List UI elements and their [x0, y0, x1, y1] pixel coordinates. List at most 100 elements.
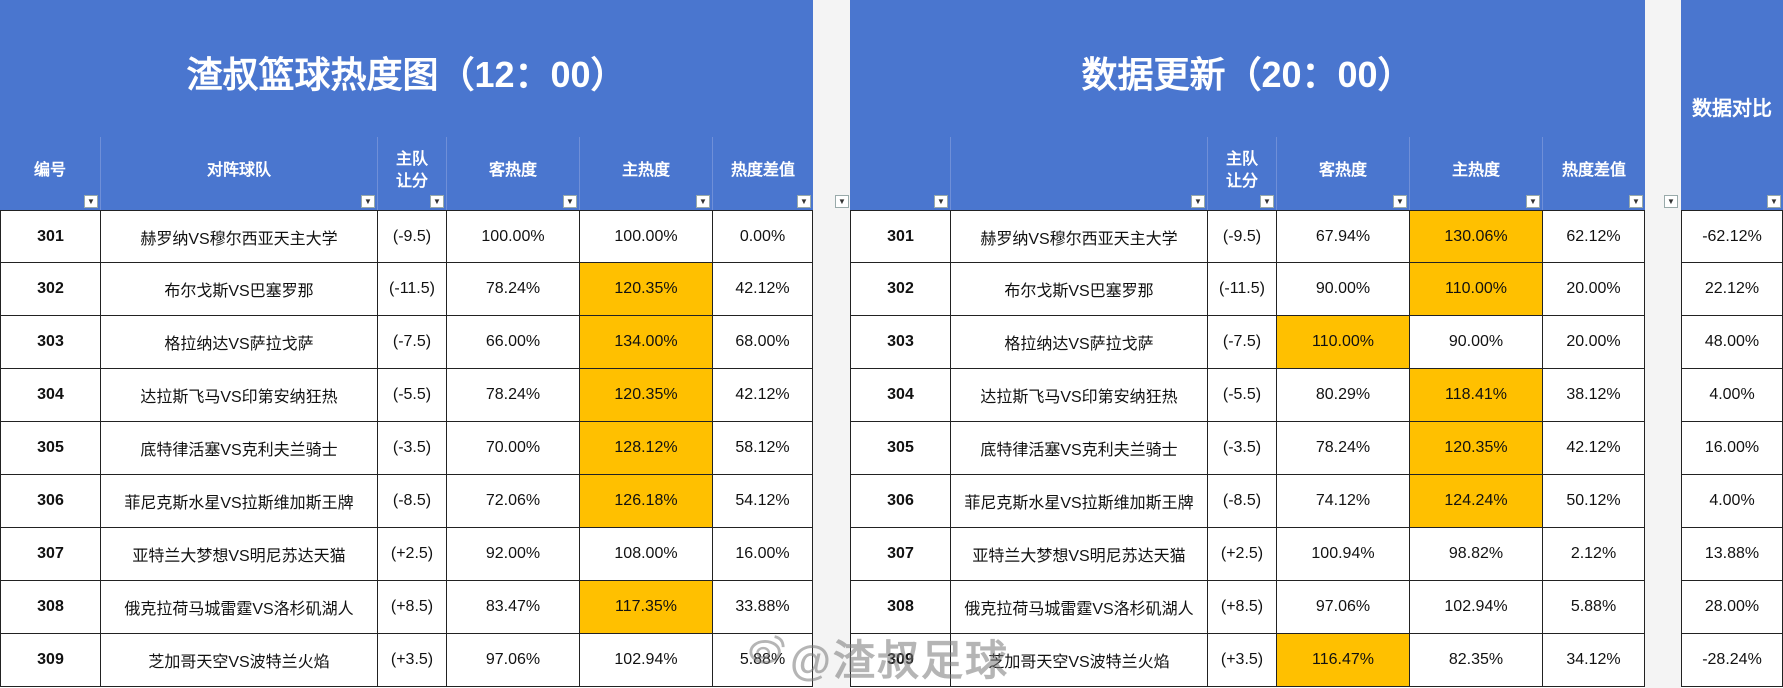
- row-compare-value[interactable]: 48.00%: [1681, 316, 1783, 368]
- row-home-heat[interactable]: 130.06%: [1410, 211, 1543, 262]
- row-match[interactable]: 芝加哥天空VS波特兰火焰: [101, 634, 378, 686]
- row-match[interactable]: 布尔戈斯VS巴塞罗那: [101, 263, 378, 315]
- row-away-heat[interactable]: 97.06%: [1277, 581, 1410, 633]
- row-away-heat[interactable]: 83.47%: [447, 581, 580, 633]
- row-home-heat[interactable]: 134.00%: [580, 316, 713, 368]
- row-away-heat[interactable]: 100.00%: [447, 211, 580, 262]
- row-away-heat[interactable]: 74.12%: [1277, 475, 1410, 527]
- filter-dropdown-icon[interactable]: ▼: [430, 195, 444, 208]
- row-heat-diff[interactable]: 33.88%: [713, 581, 813, 633]
- row-handicap[interactable]: (-11.5): [378, 263, 447, 315]
- row-away-heat[interactable]: 100.94%: [1277, 528, 1410, 580]
- row-heat-diff[interactable]: 20.00%: [1543, 263, 1645, 315]
- row-compare-value[interactable]: 16.00%: [1681, 422, 1783, 474]
- row-compare-value[interactable]: -62.12%: [1681, 211, 1783, 262]
- row-home-heat[interactable]: 126.18%: [580, 475, 713, 527]
- row-heat-diff[interactable]: 62.12%: [1543, 211, 1645, 262]
- row-home-heat[interactable]: 128.12%: [580, 422, 713, 474]
- filter-dropdown-icon[interactable]: ▼: [563, 195, 577, 208]
- row-compare-value[interactable]: 22.12%: [1681, 263, 1783, 315]
- filter-dropdown-icon[interactable]: ▼: [1191, 195, 1205, 208]
- row-home-heat[interactable]: 117.35%: [580, 581, 713, 633]
- row-home-heat[interactable]: 120.35%: [580, 263, 713, 315]
- row-id[interactable]: 306: [850, 475, 951, 527]
- row-match[interactable]: 芝加哥天空VS波特兰火焰: [951, 634, 1208, 686]
- row-home-heat[interactable]: 90.00%: [1410, 316, 1543, 368]
- row-away-heat[interactable]: 116.47%: [1277, 634, 1410, 686]
- row-home-heat[interactable]: 98.82%: [1410, 528, 1543, 580]
- row-match[interactable]: 菲尼克斯水星VS拉斯维加斯王牌: [951, 475, 1208, 527]
- row-handicap[interactable]: (+2.5): [1208, 528, 1277, 580]
- row-heat-diff[interactable]: 54.12%: [713, 475, 813, 527]
- row-away-heat[interactable]: 78.24%: [447, 369, 580, 421]
- row-id[interactable]: 303: [850, 316, 951, 368]
- row-heat-diff[interactable]: 2.12%: [1543, 528, 1645, 580]
- row-away-heat[interactable]: 92.00%: [447, 528, 580, 580]
- filter-dropdown-icon[interactable]: ▼: [1664, 195, 1678, 208]
- row-match[interactable]: 亚特兰大梦想VS明尼苏达天猫: [951, 528, 1208, 580]
- row-handicap[interactable]: (-3.5): [378, 422, 447, 474]
- row-compare-value[interactable]: 28.00%: [1681, 581, 1783, 633]
- row-home-heat[interactable]: 100.00%: [580, 211, 713, 262]
- row-handicap[interactable]: (+8.5): [378, 581, 447, 633]
- row-heat-diff[interactable]: 20.00%: [1543, 316, 1645, 368]
- row-id[interactable]: 301: [850, 211, 951, 262]
- row-away-heat[interactable]: 90.00%: [1277, 263, 1410, 315]
- filter-dropdown-icon[interactable]: ▼: [797, 195, 811, 208]
- row-handicap[interactable]: (-3.5): [1208, 422, 1277, 474]
- row-heat-diff[interactable]: 42.12%: [1543, 422, 1645, 474]
- row-heat-diff[interactable]: 16.00%: [713, 528, 813, 580]
- row-heat-diff[interactable]: 42.12%: [713, 369, 813, 421]
- row-id[interactable]: 305: [0, 422, 101, 474]
- row-heat-diff[interactable]: 38.12%: [1543, 369, 1645, 421]
- row-away-heat[interactable]: 78.24%: [1277, 422, 1410, 474]
- row-compare-value[interactable]: 13.88%: [1681, 528, 1783, 580]
- row-heat-diff[interactable]: 42.12%: [713, 263, 813, 315]
- row-home-heat[interactable]: 108.00%: [580, 528, 713, 580]
- filter-dropdown-icon[interactable]: ▼: [1767, 195, 1781, 208]
- row-home-heat[interactable]: 82.35%: [1410, 634, 1543, 686]
- row-id[interactable]: 304: [850, 369, 951, 421]
- row-heat-diff[interactable]: 0.00%: [713, 211, 813, 262]
- row-match[interactable]: 俄克拉荷马城雷霆VS洛杉矶湖人: [101, 581, 378, 633]
- row-match[interactable]: 布尔戈斯VS巴塞罗那: [951, 263, 1208, 315]
- row-match[interactable]: 赫罗纳VS穆尔西亚天主大学: [951, 211, 1208, 262]
- row-away-heat[interactable]: 72.06%: [447, 475, 580, 527]
- row-handicap[interactable]: (-9.5): [1208, 211, 1277, 262]
- row-home-heat[interactable]: 102.94%: [580, 634, 713, 686]
- row-id[interactable]: 307: [850, 528, 951, 580]
- row-home-heat[interactable]: 120.35%: [580, 369, 713, 421]
- row-home-heat[interactable]: 102.94%: [1410, 581, 1543, 633]
- filter-dropdown-icon[interactable]: ▼: [1260, 195, 1274, 208]
- row-home-heat[interactable]: 124.24%: [1410, 475, 1543, 527]
- row-home-heat[interactable]: 110.00%: [1410, 263, 1543, 315]
- filter-dropdown-icon[interactable]: ▼: [84, 195, 98, 208]
- row-id[interactable]: 306: [0, 475, 101, 527]
- row-heat-diff[interactable]: 34.12%: [1543, 634, 1645, 686]
- row-compare-value[interactable]: 4.00%: [1681, 369, 1783, 421]
- row-match[interactable]: 格拉纳达VS萨拉戈萨: [101, 316, 378, 368]
- row-id[interactable]: 304: [0, 369, 101, 421]
- row-compare-value[interactable]: 4.00%: [1681, 475, 1783, 527]
- row-id[interactable]: 301: [0, 211, 101, 262]
- row-id[interactable]: 308: [850, 581, 951, 633]
- filter-dropdown-icon[interactable]: ▼: [696, 195, 710, 208]
- filter-dropdown-icon[interactable]: ▼: [361, 195, 375, 208]
- row-match[interactable]: 赫罗纳VS穆尔西亚天主大学: [101, 211, 378, 262]
- row-away-heat[interactable]: 70.00%: [447, 422, 580, 474]
- row-heat-diff[interactable]: 58.12%: [713, 422, 813, 474]
- filter-dropdown-icon[interactable]: ▼: [934, 195, 948, 208]
- row-away-heat[interactable]: 110.00%: [1277, 316, 1410, 368]
- row-home-heat[interactable]: 120.35%: [1410, 422, 1543, 474]
- row-away-heat[interactable]: 80.29%: [1277, 369, 1410, 421]
- row-away-heat[interactable]: 97.06%: [447, 634, 580, 686]
- row-away-heat[interactable]: 66.00%: [447, 316, 580, 368]
- filter-dropdown-icon[interactable]: ▼: [1526, 195, 1540, 208]
- row-match[interactable]: 达拉斯飞马VS印第安纳狂热: [951, 369, 1208, 421]
- row-heat-diff[interactable]: 68.00%: [713, 316, 813, 368]
- row-handicap[interactable]: (+2.5): [378, 528, 447, 580]
- row-handicap[interactable]: (-8.5): [1208, 475, 1277, 527]
- row-id[interactable]: 305: [850, 422, 951, 474]
- row-heat-diff[interactable]: 5.88%: [1543, 581, 1645, 633]
- row-handicap[interactable]: (-5.5): [1208, 369, 1277, 421]
